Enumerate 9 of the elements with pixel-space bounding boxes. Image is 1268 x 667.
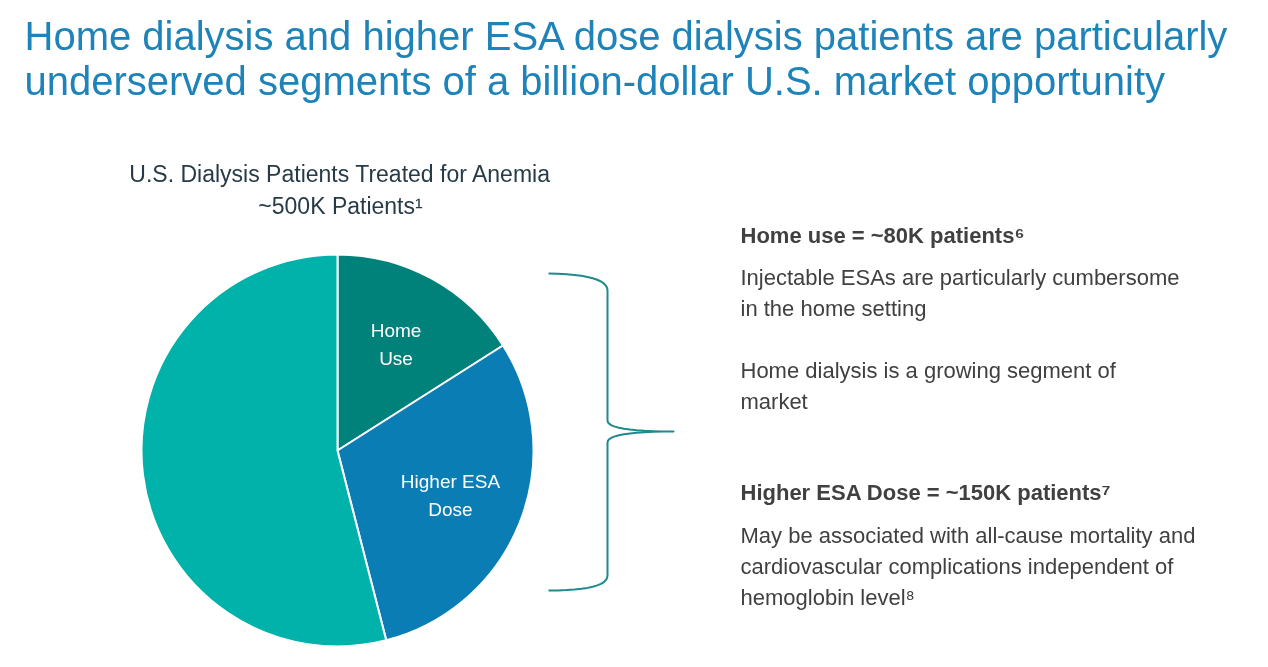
text: Higher ESA Dose = ~150K patients⁷ [740, 480, 1111, 505]
chart-subtitle: U.S. Dialysis Patients Treated for Anemia ~500K Patients¹ [129, 160, 551, 219]
text: Home use = ~80K patients⁶ [740, 223, 1025, 248]
slice-label: Home Use [370, 319, 422, 369]
text: May be associated with all-cause mortality and cardiovascular complications independent of hemoglobin level⁸ [740, 523, 1196, 610]
slice-label: Higher ESA Dose [400, 470, 501, 520]
text: Injectable ESAs are particularly cumbersome in the home setting [740, 265, 1180, 321]
text: Home dialysis and higher ESA dose dialysis patients are particularly underserved segments of a billion-dollar U.S. market opportunity [24, 13, 1228, 103]
text: Home dialysis is a growing segment of market [740, 358, 1117, 414]
